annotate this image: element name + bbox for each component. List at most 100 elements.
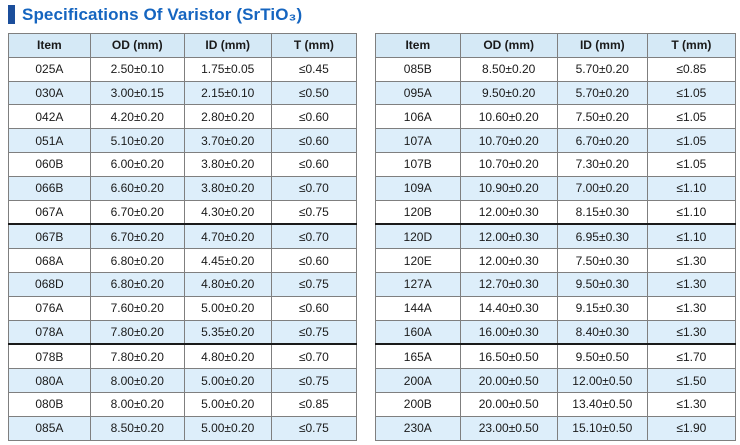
t-cell: ≤1.10 (646, 223, 737, 250)
item-cell: 165A (375, 343, 461, 370)
table-row: 109A 10.90±0.20 7.00±0.20 ≤1.10 (375, 175, 737, 201)
item-cell: 095A (375, 80, 461, 106)
table-row: 127A 12.70±0.30 9.50±0.30 ≤1.30 (375, 271, 737, 297)
od-cell: 16.00±0.30 (459, 319, 558, 345)
t-cell: ≤1.30 (646, 248, 737, 273)
table-row: 160A 16.00±0.30 8.40±0.30 ≤1.30 (375, 319, 737, 345)
table-row: 030A 3.00±0.15 2.15±0.10 ≤0.50 (8, 80, 358, 106)
item-cell: 107A (375, 128, 461, 153)
item-cell: 080B (8, 391, 91, 417)
od-cell: 12.00±0.30 (459, 223, 558, 250)
id-cell: 12.00±0.50 (556, 368, 648, 393)
id-cell: 4.80±0.20 (183, 271, 272, 297)
od-cell: 10.70±0.20 (459, 128, 558, 153)
t-cell: ≤0.70 (270, 223, 358, 250)
id-cell: 8.40±0.30 (556, 319, 648, 345)
item-cell: 025A (8, 56, 91, 82)
t-cell: ≤0.70 (270, 343, 358, 370)
header-row: Item OD (mm) ID (mm) T (mm) (375, 33, 737, 58)
id-cell: 4.70±0.20 (183, 223, 272, 250)
table-row: 200B 20.00±0.50 13.40±0.50 ≤1.30 (375, 391, 737, 417)
t-cell: ≤0.75 (270, 368, 358, 393)
table-row: 068A 6.80±0.20 4.45±0.20 ≤0.60 (8, 248, 358, 273)
item-cell: 200A (375, 368, 461, 393)
t-cell: ≤1.30 (646, 391, 737, 417)
od-cell: 8.50±0.20 (89, 415, 185, 441)
spec-table-left: Item OD (mm) ID (mm) T (mm) 025A 2.50±0.10 1.7… (8, 33, 358, 441)
id-cell: 5.70±0.20 (556, 56, 648, 82)
od-cell: 12.00±0.30 (459, 199, 558, 225)
table-row: 067B 6.70±0.20 4.70±0.20 ≤0.70 (8, 223, 358, 250)
t-cell: ≤0.60 (270, 128, 358, 153)
od-cell: 20.00±0.50 (459, 368, 558, 393)
od-cell: 9.50±0.20 (459, 80, 558, 106)
table-row: 107A 10.70±0.20 6.70±0.20 ≤1.05 (375, 128, 737, 153)
table-row: 025A 2.50±0.10 1.75±0.05 ≤0.45 (8, 56, 358, 82)
table-row: 095A 9.50±0.20 5.70±0.20 ≤1.05 (375, 80, 737, 106)
item-cell: 200B (375, 391, 461, 417)
t-cell: ≤0.75 (270, 199, 358, 225)
table-row: 200A 20.00±0.50 12.00±0.50 ≤1.50 (375, 368, 737, 393)
id-cell: 9.50±0.50 (556, 343, 648, 370)
od-cell: 7.80±0.20 (89, 343, 185, 370)
t-cell: ≤1.10 (646, 175, 737, 201)
od-cell: 6.60±0.20 (89, 175, 185, 201)
t-cell: ≤1.05 (646, 128, 737, 153)
table-row: 120B 12.00±0.30 8.15±0.30 ≤1.10 (375, 199, 737, 225)
item-cell: 060B (8, 151, 91, 177)
t-cell: ≤1.05 (646, 104, 737, 130)
od-cell: 8.00±0.20 (89, 368, 185, 393)
table-row: 080A 8.00±0.20 5.00±0.20 ≤0.75 (8, 368, 358, 393)
table-row: 076A 7.60±0.20 5.00±0.20 ≤0.60 (8, 295, 358, 321)
od-cell: 10.70±0.20 (459, 151, 558, 177)
t-cell: ≤0.50 (270, 80, 358, 106)
t-cell: ≤1.05 (646, 151, 737, 177)
id-cell: 2.15±0.10 (183, 80, 272, 106)
spec-table-right: Item OD (mm) ID (mm) T (mm) 085B 8.50±0.20 5.7… (375, 33, 737, 441)
column-header: T (mm) (270, 33, 358, 58)
table-row: 042A 4.20±0.20 2.80±0.20 ≤0.60 (8, 104, 358, 130)
t-cell: ≤1.30 (646, 295, 737, 321)
item-cell: 085A (8, 415, 91, 441)
table-row: 144A 14.40±0.30 9.15±0.30 ≤1.30 (375, 295, 737, 321)
column-header: ID (mm) (183, 33, 272, 58)
table-row: 080B 8.00±0.20 5.00±0.20 ≤0.85 (8, 391, 358, 417)
tables-container: Item OD (mm) ID (mm) T (mm) 025A 2.50±0.10 1.7… (8, 33, 737, 441)
od-cell: 2.50±0.10 (89, 56, 185, 82)
od-cell: 7.60±0.20 (89, 295, 185, 321)
column-header: T (mm) (646, 33, 737, 58)
item-cell: 120B (375, 199, 461, 225)
od-cell: 8.50±0.20 (459, 56, 558, 82)
od-cell: 12.70±0.30 (459, 271, 558, 297)
item-cell: 068A (8, 248, 91, 273)
table-row: 060B 6.00±0.20 3.80±0.20 ≤0.60 (8, 151, 358, 177)
od-cell: 6.80±0.20 (89, 271, 185, 297)
id-cell: 2.80±0.20 (183, 104, 272, 130)
od-cell: 10.60±0.20 (459, 104, 558, 130)
od-cell: 6.70±0.20 (89, 223, 185, 250)
t-cell: ≤0.60 (270, 295, 358, 321)
id-cell: 5.35±0.20 (183, 319, 272, 345)
id-cell: 7.00±0.20 (556, 175, 648, 201)
t-cell: ≤1.10 (646, 199, 737, 225)
item-cell: 068D (8, 271, 91, 297)
id-cell: 3.80±0.20 (183, 151, 272, 177)
column-header: Item (8, 33, 91, 58)
table-row: 120E 12.00±0.30 7.50±0.30 ≤1.30 (375, 248, 737, 273)
id-cell: 7.50±0.20 (556, 104, 648, 130)
od-cell: 10.90±0.20 (459, 175, 558, 201)
t-cell: ≤0.75 (270, 415, 358, 441)
item-cell: 042A (8, 104, 91, 130)
od-cell: 3.00±0.15 (89, 80, 185, 106)
item-cell: 067A (8, 199, 91, 225)
t-cell: ≤0.60 (270, 151, 358, 177)
od-cell: 6.00±0.20 (89, 151, 185, 177)
od-cell: 16.50±0.50 (459, 343, 558, 370)
t-cell: ≤1.50 (646, 368, 737, 393)
id-cell: 5.70±0.20 (556, 80, 648, 106)
od-cell: 6.80±0.20 (89, 248, 185, 273)
table-row: 120D 12.00±0.30 6.95±0.30 ≤1.10 (375, 223, 737, 250)
id-cell: 4.30±0.20 (183, 199, 272, 225)
t-cell: ≤0.85 (270, 391, 358, 417)
